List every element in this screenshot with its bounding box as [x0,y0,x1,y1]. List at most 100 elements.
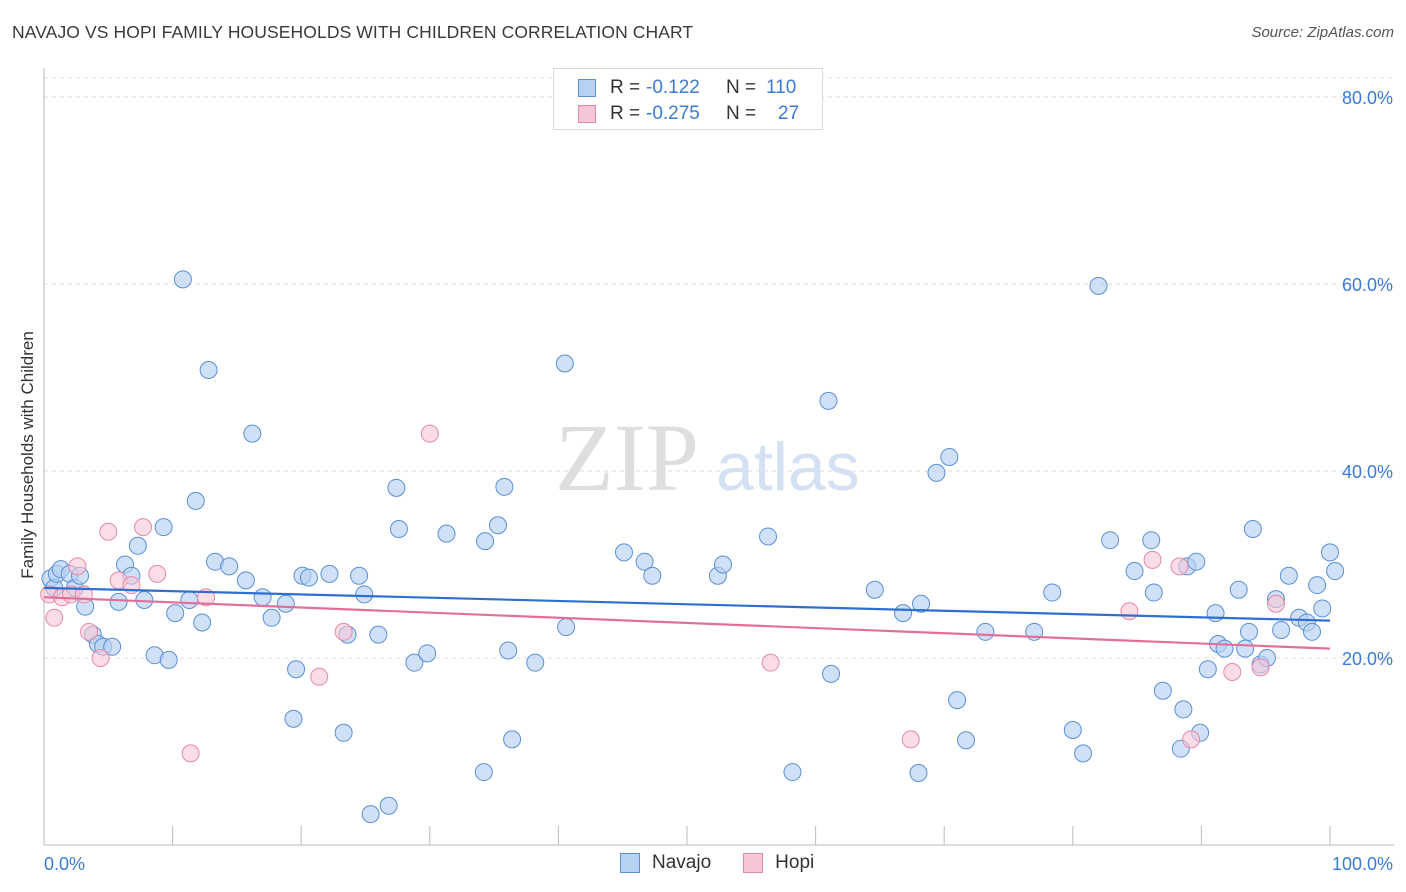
hopi-point [1266,594,1285,613]
navajo-point [236,571,255,590]
navajo-point [1302,622,1321,641]
hopi-legend-label: Hopi [775,852,815,873]
hopi-point [148,564,167,583]
hopi-point [1170,557,1189,576]
navajo-point [614,543,633,562]
navajo-point [159,650,178,669]
x-tick-label: 100.0% [1332,854,1393,874]
navajo-point [1215,639,1234,658]
navajo-point [912,594,931,613]
navajo-point [320,564,339,583]
navajo-point [284,709,303,728]
navajo-point [557,618,576,637]
navajo-point [199,361,218,380]
navajo-point [276,594,295,613]
navajo-point [1074,744,1093,763]
navajo-point [1187,552,1206,571]
hopi-r-value: -0.275 [646,103,700,124]
watermark-zip: ZIP [555,404,699,511]
hopi-point [420,424,439,443]
hopi-swatch [578,105,596,123]
watermark: ZIP atlas [555,404,860,511]
legend-row-hopi: R = -0.275 N = 27 [578,102,799,126]
navajo-point [488,516,507,535]
trend-lines [43,586,1331,650]
navajo-n-label: N = [726,77,757,98]
navajo-point [1198,660,1217,679]
navajo-point [1142,531,1161,550]
navajo-points [41,270,1345,824]
navajo-point [109,592,128,611]
navajo-point [350,566,369,585]
source-label: Source: ZipAtlas.com [1251,24,1394,41]
navajo-point [499,641,518,660]
legend-item-navajo[interactable]: Navajo [620,852,711,874]
navajo-point [822,664,841,683]
navajo-point [379,796,398,815]
navajo-point [1326,562,1345,581]
hopi-point [1251,658,1270,677]
navajo-point [128,536,147,555]
navajo-legend-label: Navajo [652,852,712,873]
navajo-point [262,608,281,627]
navajo-r-label: R = [610,77,641,98]
navajo-point [361,805,380,824]
navajo-point [865,580,884,599]
chart-title: NAVAJO VS HOPI FAMILY HOUSEHOLDS WITH CH… [12,22,694,42]
navajo-point [909,764,928,783]
navajo-point [1043,583,1062,602]
watermark-atlas: atlas [716,429,860,505]
navajo-legend-swatch [620,853,640,873]
navajo-point [287,660,306,679]
hopi-n-label: N = [726,103,757,124]
y-tick-label: 20.0% [1342,649,1393,669]
navajo-point [243,424,262,443]
navajo-point [1313,599,1332,618]
navajo-point [253,588,272,607]
navajo-point [1144,583,1163,602]
navajo-point [957,731,976,750]
navajo-point [193,613,212,632]
navajo-point [220,557,239,576]
legend-item-hopi[interactable]: Hopi [743,852,814,874]
series-legend: Navajo Hopi [620,852,846,874]
navajo-point [154,518,173,537]
navajo-point [1063,720,1082,739]
navajo-point [819,391,838,410]
navajo-point [635,552,654,571]
navajo-point [418,644,437,663]
hopi-point [91,649,110,667]
hopi-point [1143,550,1162,569]
navajo-point [495,477,514,496]
navajo-point [940,447,959,466]
navajo-point [1321,543,1339,562]
y-tick-label: 80.0% [1342,88,1393,108]
navajo-point [1125,562,1144,581]
navajo-point [1089,276,1108,295]
navajo-point [474,763,493,782]
navajo-point [555,354,574,373]
hopi-point [1223,663,1242,682]
navajo-point [476,532,495,551]
navajo-point [369,625,388,644]
navajo-point [405,653,424,672]
navajo-point [1243,519,1262,538]
navajo-point [166,604,185,623]
y-axis-label: Family Households with Children [18,331,37,579]
axes [43,68,1394,846]
navajo-point [714,555,733,574]
navajo-n-value: 110 [766,77,797,98]
navajo-trend-line [43,586,1331,622]
navajo-point [1153,681,1172,700]
navajo-point [503,730,522,749]
hopi-point [80,622,99,641]
hopi-point [901,730,920,749]
navajo-point [1239,622,1258,641]
y-tick-label: 40.0% [1342,462,1393,482]
hopi-point [99,522,118,541]
navajo-point [389,519,408,538]
hopi-point [310,667,329,686]
navajo-point [894,604,913,623]
navajo-point [1206,604,1225,623]
